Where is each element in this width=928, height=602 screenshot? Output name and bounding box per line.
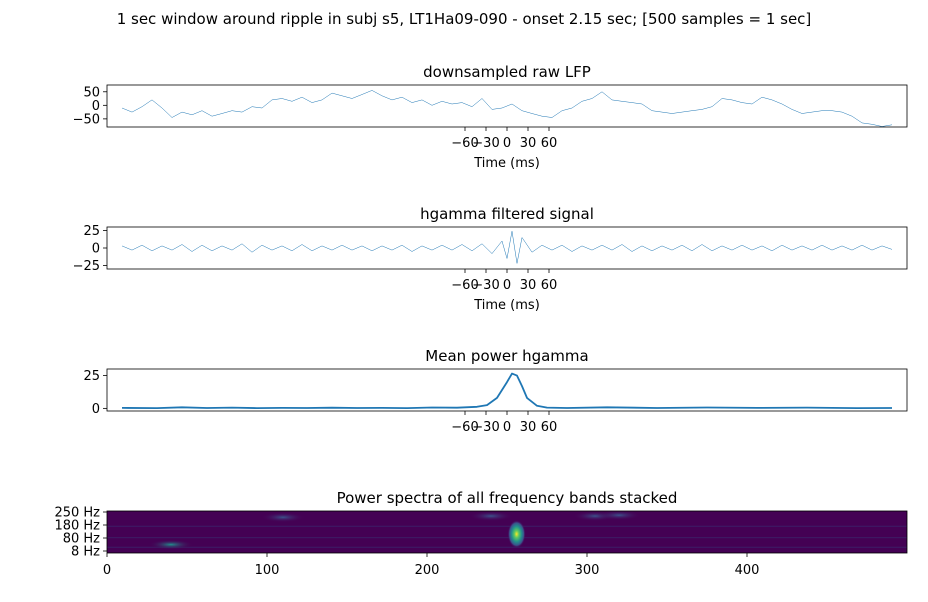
xtick-label: 30 bbox=[520, 420, 537, 435]
xtick-label: 60 bbox=[541, 420, 558, 435]
panel-title: hgamma filtered signal bbox=[420, 205, 594, 223]
ytick-label: −50 bbox=[73, 112, 100, 127]
xtick-label: 400 bbox=[735, 563, 760, 578]
x-axis-label: Time (ms) bbox=[473, 298, 540, 313]
xtick-label: −60 bbox=[451, 136, 478, 151]
axes-frame bbox=[106, 84, 908, 128]
spectrogram bbox=[107, 511, 907, 553]
panel-4: Power spectra of all frequency bands sta… bbox=[54, 489, 908, 578]
axes-frame bbox=[106, 368, 908, 412]
ytick-label: 180 Hz bbox=[54, 519, 100, 534]
panel-title: Mean power hgamma bbox=[425, 347, 588, 365]
xtick-label: 0 bbox=[503, 136, 511, 151]
spectrogram-hotspot bbox=[469, 511, 513, 522]
xtick-label: −30 bbox=[472, 136, 499, 151]
panel-3: Mean power hgamma 25 0 −60−30 0 30 60 bbox=[83, 347, 908, 435]
spectrogram-hotspot bbox=[597, 511, 641, 521]
ytick-label: 8 Hz bbox=[71, 545, 100, 560]
xtick-label: 100 bbox=[255, 563, 280, 578]
series-line bbox=[121, 90, 893, 127]
xtick-label: −60 bbox=[451, 420, 478, 435]
xtick-label: 0 bbox=[503, 278, 511, 293]
xtick-label: 60 bbox=[541, 278, 558, 293]
ytick-label: 0 bbox=[92, 402, 100, 417]
xtick-label: −30 bbox=[472, 420, 499, 435]
xtick-label: 0 bbox=[503, 420, 511, 435]
panel-title: Power spectra of all frequency bands sta… bbox=[337, 489, 678, 507]
ytick-label: 250 Hz bbox=[54, 506, 100, 521]
series-line bbox=[121, 230, 893, 264]
panel-2: hgamma filtered signal 25 0 −25 −60−30 0 30 60T… bbox=[73, 205, 908, 313]
figure-suptitle: 1 sec window around ripple in subj s5, L… bbox=[117, 10, 812, 28]
panel-title: downsampled raw LFP bbox=[423, 63, 591, 81]
band-separator bbox=[107, 525, 907, 527]
xtick-label: 200 bbox=[415, 563, 440, 578]
x-axis-label: Time (ms) bbox=[473, 156, 540, 171]
spectrogram-hotspot bbox=[261, 512, 305, 523]
band-separator bbox=[107, 537, 907, 539]
series-line bbox=[121, 372, 893, 410]
ytick-label: 80 Hz bbox=[63, 532, 100, 547]
ytick-label: 25 bbox=[83, 369, 100, 384]
ytick-label: 0 bbox=[92, 242, 100, 257]
band-separator bbox=[107, 546, 907, 548]
xtick-label: 60 bbox=[541, 136, 558, 151]
spectrogram-hotspot bbox=[149, 539, 193, 550]
ytick-label: 50 bbox=[83, 85, 100, 100]
xtick-label: −60 bbox=[451, 278, 478, 293]
xtick-label: 30 bbox=[520, 136, 537, 151]
axes-frame bbox=[106, 226, 908, 270]
ytick-label: 25 bbox=[83, 224, 100, 239]
xtick-label: 30 bbox=[520, 278, 537, 293]
axes-frame bbox=[106, 510, 908, 554]
spectrogram-hotspot bbox=[507, 520, 526, 549]
xtick-label: 0 bbox=[103, 563, 111, 578]
ytick-label: 0 bbox=[92, 99, 100, 114]
xtick-label: 300 bbox=[575, 563, 600, 578]
xtick-label: −30 bbox=[472, 278, 499, 293]
ytick-label: −25 bbox=[73, 259, 100, 274]
